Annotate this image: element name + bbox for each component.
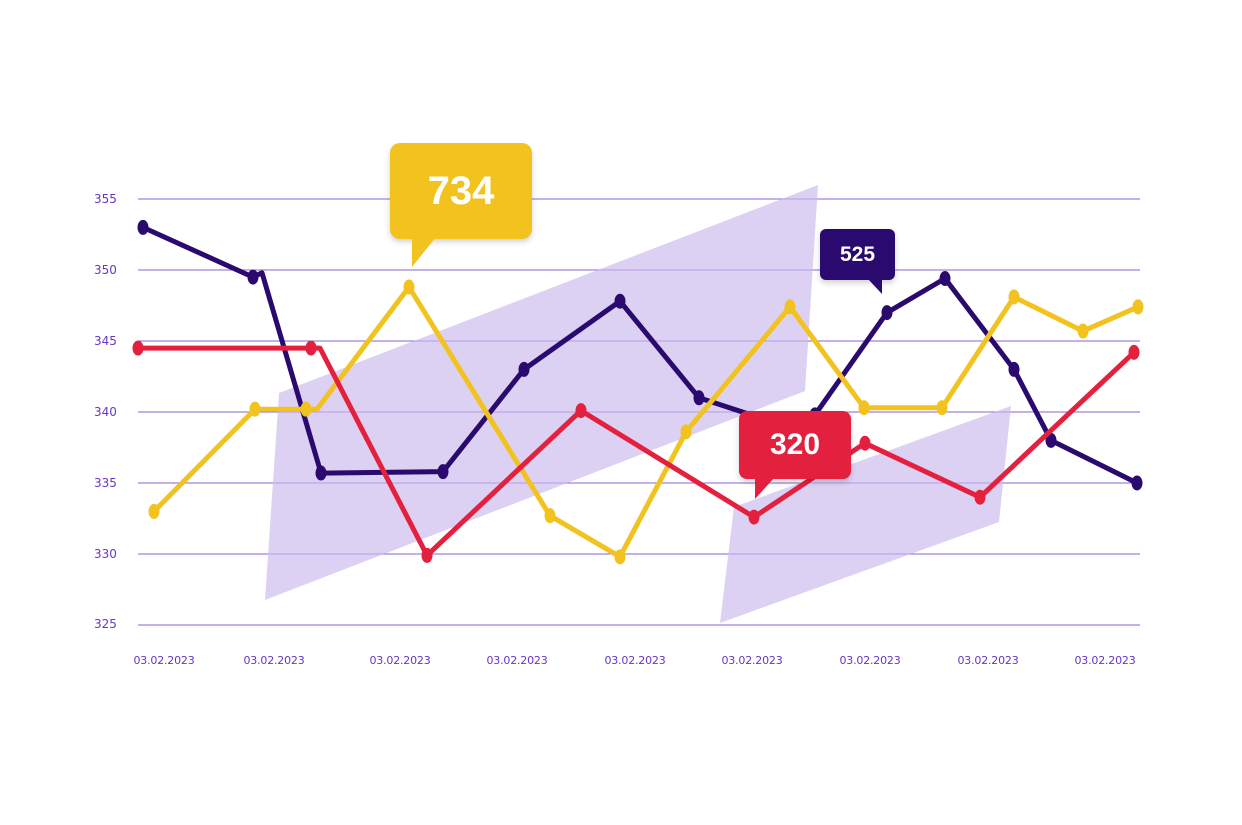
data-point — [974, 489, 986, 505]
data-point — [859, 435, 871, 451]
x-tick-label: 03.02.2023 — [1074, 654, 1136, 667]
x-tick-label: 03.02.2023 — [133, 654, 195, 667]
data-point — [305, 340, 317, 356]
x-tick-label: 03.02.2023 — [486, 654, 548, 667]
data-point — [544, 508, 556, 524]
data-point — [614, 549, 626, 565]
callout-red: 320 — [739, 411, 851, 499]
data-point — [1008, 361, 1020, 377]
x-tick-label: 03.02.2023 — [604, 654, 666, 667]
data-point — [315, 465, 327, 481]
callout-tail — [412, 237, 436, 267]
data-point — [1077, 323, 1089, 339]
callout-value: 734 — [427, 168, 495, 213]
y-tick-label: 335 — [94, 476, 117, 490]
callout-value: 525 — [839, 242, 876, 266]
y-tick-label: 325 — [94, 617, 117, 631]
data-point — [518, 361, 530, 377]
x-tick-label: 03.02.2023 — [957, 654, 1019, 667]
data-point — [680, 424, 692, 440]
data-point — [137, 219, 149, 235]
data-point — [614, 293, 626, 309]
data-point — [1132, 299, 1144, 315]
data-point — [1045, 432, 1057, 448]
x-tick-label: 03.02.2023 — [243, 654, 305, 667]
data-point — [936, 400, 948, 416]
data-point — [858, 400, 870, 416]
x-tick-label: 03.02.2023 — [369, 654, 431, 667]
data-point — [437, 464, 449, 480]
y-tick-label: 345 — [94, 334, 117, 348]
data-point — [881, 305, 893, 321]
data-point — [693, 390, 705, 406]
callout-tail — [755, 477, 775, 499]
x-tick-label: 03.02.2023 — [721, 654, 783, 667]
y-tick-label: 355 — [94, 192, 117, 206]
y-tick-label: 340 — [94, 405, 117, 419]
data-point — [300, 401, 312, 417]
y-tick-label: 350 — [94, 263, 117, 277]
data-point — [784, 299, 796, 315]
data-point — [247, 269, 259, 285]
data-point — [1131, 475, 1143, 491]
highlight-region — [265, 185, 818, 600]
callout-yellow: 734 — [390, 143, 532, 267]
y-tick-label: 330 — [94, 547, 117, 561]
data-point — [1128, 344, 1140, 360]
data-point — [403, 279, 415, 295]
callout-purple: 525 — [820, 229, 895, 294]
callout-value: 320 — [769, 428, 821, 461]
data-point — [1008, 289, 1020, 305]
data-point — [132, 340, 144, 356]
highlight-region — [720, 406, 1011, 623]
data-point — [748, 509, 760, 525]
data-point — [249, 401, 261, 417]
highlight-regions — [265, 185, 1011, 623]
x-tick-label: 03.02.2023 — [839, 654, 901, 667]
data-point — [939, 271, 951, 287]
data-point — [148, 503, 160, 519]
data-point — [575, 403, 587, 419]
callout-tail — [868, 279, 882, 294]
data-point — [421, 547, 433, 563]
